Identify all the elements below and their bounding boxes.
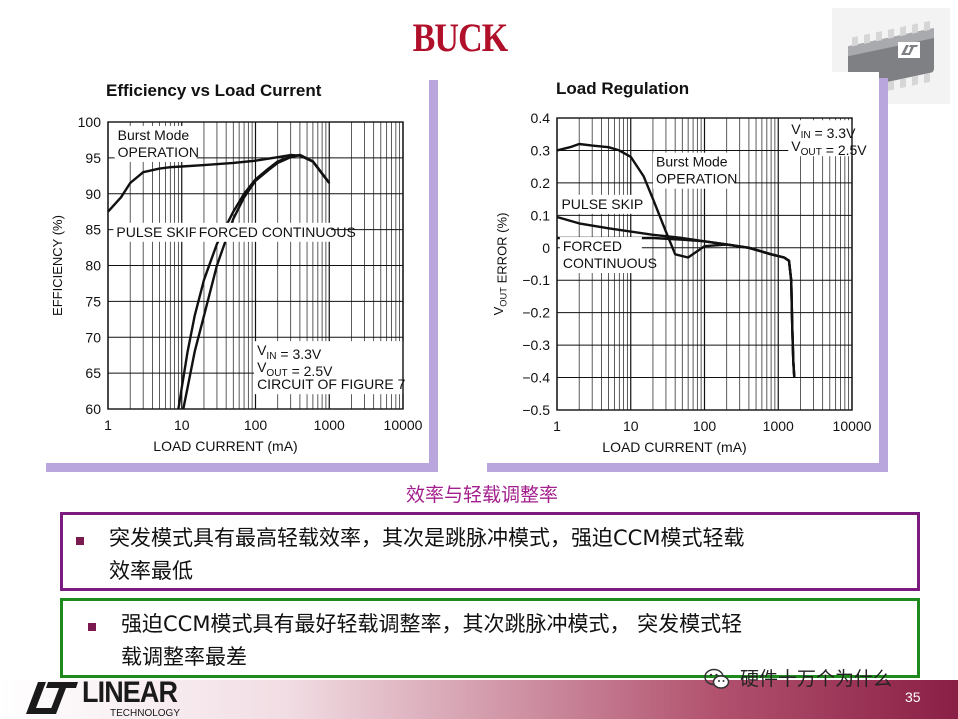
right-panel-shadow-right: [879, 78, 888, 472]
bullet-marker: [88, 623, 96, 631]
efficiency-chart: Efficiency vs Load Current10095908580757…: [50, 81, 423, 454]
ic-chip-image: [832, 8, 950, 104]
y-tick-label: 70: [85, 329, 101, 345]
chart-annotation: Burst Mode: [656, 154, 728, 170]
x-tick-label: 1: [104, 417, 112, 433]
chart-title: Efficiency vs Load Current: [106, 81, 322, 100]
bullet-box-2: 强迫CCM模式具有最好轻载调整率，其次跳脉冲模式， 突发模式轻 载调整率最差: [60, 598, 920, 678]
y-tick-label: 0.3: [531, 142, 551, 158]
chart-annotation: OPERATION: [656, 171, 737, 187]
chart-annotation: PULSE SKIP: [116, 224, 198, 240]
y-tick-label: −0.5: [522, 402, 550, 418]
x-tick-label: 10: [174, 417, 190, 433]
y-tick-label: 60: [85, 401, 101, 417]
y-tick-label: −0.2: [522, 305, 550, 321]
y-tick-label: 0.1: [531, 207, 551, 223]
annotation-background: [559, 237, 642, 274]
y-tick-label: 100: [78, 114, 102, 130]
y-tick-label: 75: [85, 293, 101, 309]
load-regulation-chart: Load Regulation 0.4 0.3 0.2 0.1 0 −0.1 −0.2 −0.3…: [491, 79, 878, 455]
x-axis-label: LOAD CURRENT (mA): [602, 439, 746, 455]
x-tick-label: 1000: [314, 417, 345, 433]
y-tick-label: 80: [85, 258, 101, 274]
plot-frame: [556, 117, 853, 411]
wechat-icon: [704, 667, 730, 691]
watermark-text: 硬件十万个为什么: [740, 668, 893, 690]
chart-annotation: VIN = 3.3V: [257, 342, 322, 362]
y-tick-label: −0.4: [522, 370, 550, 386]
y-tick-label: −0.3: [522, 337, 550, 353]
y-tick-label: −0.1: [522, 272, 550, 288]
annotation-background: [114, 125, 197, 162]
chart-annotation: PULSE SKIP: [561, 196, 643, 212]
chart-annotation: VOUT = 2.5V: [257, 359, 333, 379]
x-tick-label: 1: [553, 418, 561, 434]
chart-annotation: FORCED CONTINUOUS: [199, 224, 356, 240]
chart-annotation: VIN = 3.3V: [791, 121, 856, 141]
y-tick-label: 0.4: [531, 110, 551, 126]
bullet-2-line-2: 载调整率最差: [121, 645, 247, 669]
right-panel-shadow-bottom: [487, 463, 888, 472]
annotation-background: [788, 120, 878, 157]
logo-wordmark: LINEAR: [82, 676, 178, 709]
logo-subtext: TECHNOLOGY: [110, 708, 181, 719]
chart-annotation: CIRCUIT OF FIGURE 7: [257, 376, 406, 392]
x-tick-label: 10000: [833, 418, 872, 434]
series-line: [107, 153, 331, 213]
bullet-1-line-2: 效率最低: [109, 559, 193, 583]
y-tick-label: 65: [85, 365, 101, 381]
y-axis-label: EFFICIENCY (%): [50, 215, 65, 316]
bullet-box-1: 突发模式具有最高轻载效率，其次是跳脉冲模式，强迫CCM模式轻载 效率最低: [60, 512, 920, 591]
lt-logo-icon: [26, 682, 54, 714]
plot-frame: [107, 121, 404, 410]
y-tick-label: 85: [85, 222, 101, 238]
bullet-1-line-1: 突发模式具有最高轻载效率，其次是跳脉冲模式，强迫CCM模式轻载: [109, 526, 745, 550]
chart-annotation: CONTINUOUS: [563, 255, 657, 271]
bullet-2-line-1: 强迫CCM模式具有最好轻载调整率，其次跳脉冲模式， 突发模式轻: [121, 612, 743, 636]
figure-caption: 效率与轻载调整率: [405, 484, 558, 506]
left-panel-shadow-right: [429, 80, 438, 472]
x-tick-label: 10000: [384, 417, 423, 433]
chart-annotation: OPERATION: [118, 144, 199, 160]
annotation-background: [113, 222, 196, 242]
annotation-background: [195, 222, 331, 242]
efficiency-chart-panel: Efficiency vs Load Current 100 95 90 85 80 75 7…: [46, 72, 429, 463]
x-tick-label: 100: [693, 418, 717, 434]
x-axis-label: LOAD CURRENT (mA): [153, 438, 297, 454]
annotation-background: [558, 194, 641, 214]
load-regulation-chart-panel: Load Regulation 0.4 0.3 0.2 0.1 0 −0.1 −0.2 −0.3…: [487, 72, 879, 463]
y-tick-label: 90: [85, 186, 101, 202]
y-tick-label: 0.2: [531, 175, 551, 191]
footer-bar: [0, 680, 958, 719]
chart-annotation: Burst Mode: [118, 127, 190, 143]
annotation-background: [653, 152, 736, 189]
slide-title: BUCK: [412, 15, 509, 60]
x-tick-label: 100: [244, 417, 268, 433]
chart-title: Load Regulation: [556, 79, 689, 98]
bullet-marker: [76, 537, 84, 545]
chip-lt-logo-icon: [898, 42, 920, 58]
y-tick-label: 0: [542, 240, 550, 256]
chart-annotation: FORCED: [563, 238, 622, 254]
left-panel-shadow-bottom: [46, 463, 438, 472]
x-tick-label: 1000: [763, 418, 794, 434]
series-line: [182, 153, 331, 410]
page-number: 35: [905, 689, 921, 705]
annotation-background: [254, 341, 405, 395]
y-axis-label: VOUT ERROR (%): [491, 213, 510, 316]
chart-annotation: VOUT = 2.5V: [791, 138, 867, 158]
x-tick-label: 10: [623, 418, 639, 434]
y-tick-label: 95: [85, 150, 101, 166]
